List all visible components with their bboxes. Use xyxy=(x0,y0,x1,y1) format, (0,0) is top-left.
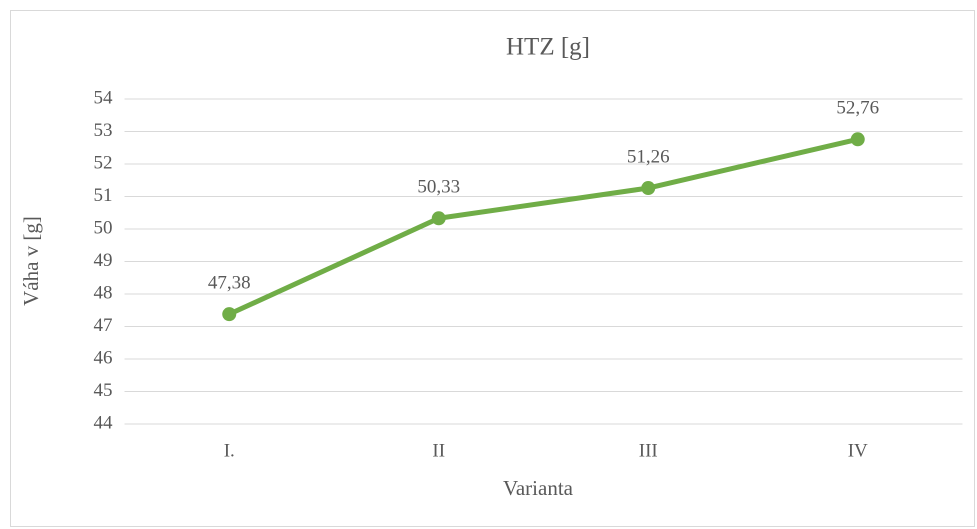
data-label: 51,26 xyxy=(627,146,670,167)
data-point xyxy=(850,132,865,147)
data-label: 47,38 xyxy=(208,273,251,294)
y-tick-label: 51 xyxy=(94,185,113,206)
chart-border xyxy=(10,10,975,527)
y-tick-label: 46 xyxy=(94,347,113,368)
x-tick-label: IV xyxy=(848,440,868,461)
data-label: 52,76 xyxy=(836,98,879,119)
y-tick-label: 44 xyxy=(94,412,114,433)
data-point xyxy=(222,307,237,322)
chart-title: HTZ [g] xyxy=(506,34,590,61)
series-line xyxy=(228,136,859,317)
data-point xyxy=(641,181,656,196)
x-tick-label: II xyxy=(432,440,445,461)
y-tick-label: 48 xyxy=(94,282,113,303)
y-tick-label: 47 xyxy=(94,315,113,336)
y-tick-label: 50 xyxy=(94,217,113,238)
y-axis-label: Váha v [g] xyxy=(19,216,43,306)
y-tick-label: 54 xyxy=(94,87,114,108)
data-label: 50,33 xyxy=(417,177,460,198)
x-tick-label: I. xyxy=(224,440,235,461)
y-tick-label: 52 xyxy=(94,152,113,173)
y-tick-label: 53 xyxy=(94,120,113,141)
x-tick-label: III xyxy=(639,440,658,461)
x-axis-label: Varianta xyxy=(503,476,574,500)
data-point xyxy=(431,211,446,226)
y-tick-label: 49 xyxy=(94,250,113,271)
y-tick-label: 45 xyxy=(94,380,113,401)
